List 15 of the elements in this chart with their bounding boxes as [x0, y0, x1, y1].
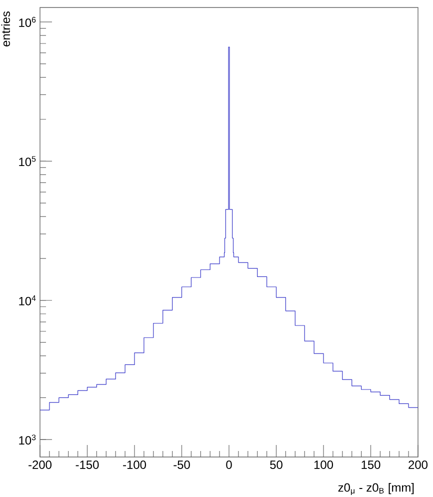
x-tick-label: 50	[270, 460, 282, 469]
x-tick-label: 150	[362, 460, 380, 469]
x-tick-label: -200	[28, 460, 52, 469]
y-tick-label: 10$^{3}$	[19, 434, 36, 445]
x-axis-title: z0$_{μ}$ - z0$_{B}$ [mm]	[338, 483, 414, 495]
y-tick-label: 10$^{5}$	[19, 156, 36, 166]
y-tick-label: 10$^{4}$	[19, 295, 36, 306]
x-tick-label: -100	[123, 460, 146, 469]
x-tick-label: 0	[226, 460, 232, 469]
y-tick-label: 10$^{6}$	[19, 16, 36, 27]
x-tick-label: 200	[408, 460, 428, 469]
y-axis-title: entries	[1, 11, 10, 46]
x-tick-label: -50	[174, 460, 190, 469]
x-tick-label: 100	[314, 460, 334, 469]
x-tick-label: -150	[76, 460, 99, 469]
